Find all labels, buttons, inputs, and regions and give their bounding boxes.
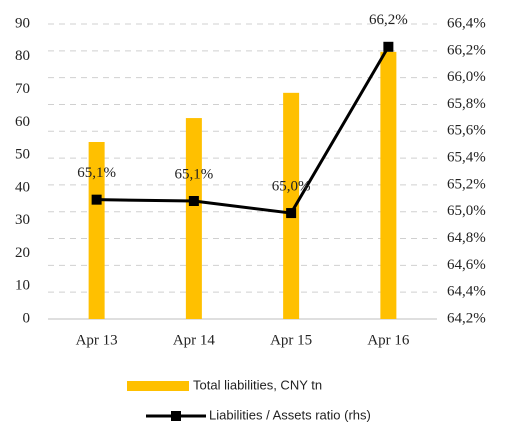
y2-tick-label: 66,4% xyxy=(447,15,486,31)
legend-swatch xyxy=(127,381,189,391)
y2-tick-label: 64,2% xyxy=(447,310,486,326)
y2-tick-label: 66,2% xyxy=(447,42,486,58)
y-tick-label: 20 xyxy=(15,245,30,261)
bar xyxy=(88,142,105,319)
y2-tick-label: 65,8% xyxy=(447,96,486,112)
y2-tick-label: 65,4% xyxy=(447,150,486,166)
y-tick-label: 50 xyxy=(15,147,30,163)
y-tick-label: 90 xyxy=(15,15,30,31)
bar xyxy=(283,92,300,319)
y2-tick-label: 65,6% xyxy=(447,123,486,139)
y2-tick-label: 64,6% xyxy=(447,257,486,273)
y2-tick-label: 66,0% xyxy=(447,69,486,85)
y-tick-label: 60 xyxy=(15,114,30,130)
bar xyxy=(185,118,202,319)
x-tick-label: Apr 13 xyxy=(76,332,118,348)
x-tick-label: Apr 14 xyxy=(173,332,216,348)
y-tick-label: 30 xyxy=(15,212,30,228)
y-tick-label: 80 xyxy=(15,48,30,64)
marker xyxy=(286,208,297,219)
y-tick-label: 70 xyxy=(15,81,30,97)
y2-tick-label: 64,8% xyxy=(447,230,486,246)
marker xyxy=(383,41,394,52)
y2-tick-label: 64,4% xyxy=(447,284,486,300)
marker xyxy=(188,196,199,206)
data-label: 65,0% xyxy=(272,179,311,195)
legend-label: Total liabilities, CNY tn xyxy=(193,377,322,392)
data-label: 66,2% xyxy=(369,12,408,28)
line xyxy=(96,46,390,215)
y-tick-label: 10 xyxy=(15,278,30,294)
marker xyxy=(91,194,102,205)
y2-tick-label: 65,0% xyxy=(447,203,486,219)
y-tick-label: 40 xyxy=(15,179,30,195)
x-tick-label: Apr 15 xyxy=(270,332,312,348)
bar xyxy=(380,51,397,319)
legend-label: Liabilities / Assets ratio (rhs) xyxy=(209,407,371,422)
data-label: 65,1% xyxy=(77,165,116,181)
legend-swatch xyxy=(171,411,181,421)
x-tick-label: Apr 16 xyxy=(367,332,410,348)
y-tick-label: 0 xyxy=(23,310,31,326)
data-label: 65,1% xyxy=(175,166,214,182)
y2-tick-label: 65,2% xyxy=(447,176,486,192)
